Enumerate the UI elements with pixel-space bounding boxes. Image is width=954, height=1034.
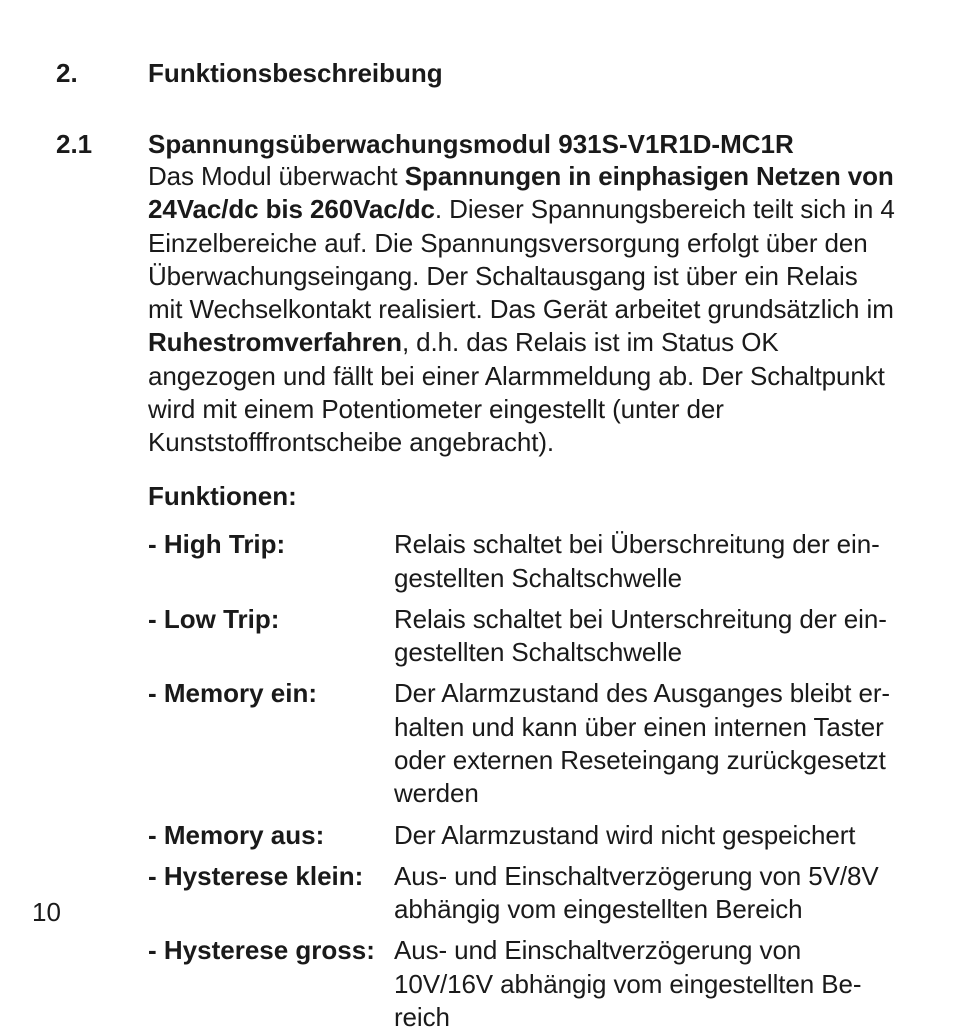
section-heading-2: 2. Funktionsbeschreibung <box>56 58 898 89</box>
function-desc: Relais schaltet bei Unterschreitung der … <box>394 603 898 670</box>
functions-list: - High Trip: Relais schaltet bei Übersch… <box>148 528 898 1034</box>
functions-heading: Funktionen: <box>148 481 898 512</box>
function-label: - Low Trip: <box>148 603 394 636</box>
function-label: - Memory aus: <box>148 819 394 852</box>
subsection-title: Spannungsüberwachungsmodul 931S-V1R1D-MC… <box>148 129 794 160</box>
subsection-body: Das Modul überwacht Spannungen in einpha… <box>148 160 898 459</box>
function-row: - Hysterese gross: Aus- und Einschaltver… <box>148 934 898 1034</box>
function-label: - High Trip: <box>148 528 394 561</box>
page-number: 10 <box>32 897 61 928</box>
function-row: - High Trip: Relais schaltet bei Übersch… <box>148 528 898 595</box>
function-desc: Aus- und Einschaltverzögerung von 10V/16… <box>394 934 898 1034</box>
body-text-bold2: Ruhestromverfahren <box>148 327 402 357</box>
subsection-number: 2.1 <box>56 129 148 160</box>
section-number: 2. <box>56 58 148 89</box>
section-title: Funktionsbeschreibung <box>148 58 443 89</box>
function-label: - Memory ein: <box>148 677 394 710</box>
function-desc: Aus- und Einschaltverzögerung von 5V/8V … <box>394 860 898 927</box>
function-desc: Relais schaltet bei Überschreitung der e… <box>394 528 898 595</box>
function-row: - Memory ein: Der Alarmzustand des Ausga… <box>148 677 898 810</box>
function-desc: Der Alarmzustand wird nicht gespeichert <box>394 819 898 852</box>
document-page: 2. Funktionsbeschreibung 2.1 Spannungsüb… <box>0 0 954 954</box>
body-text-pre: Das Modul überwacht <box>148 161 405 191</box>
subsection-heading-2-1: 2.1 Spannungsüberwachungsmodul 931S-V1R1… <box>56 129 898 160</box>
function-row: - Memory aus: Der Alarmzustand wird nich… <box>148 819 898 852</box>
function-row: - Low Trip: Relais schaltet bei Untersch… <box>148 603 898 670</box>
function-label: - Hysterese gross: <box>148 934 394 967</box>
function-desc: Der Alarmzustand des Ausganges bleibt er… <box>394 677 898 810</box>
function-row: - Hysterese klein: Aus- und Einschaltver… <box>148 860 898 927</box>
function-label: - Hysterese klein: <box>148 860 394 893</box>
